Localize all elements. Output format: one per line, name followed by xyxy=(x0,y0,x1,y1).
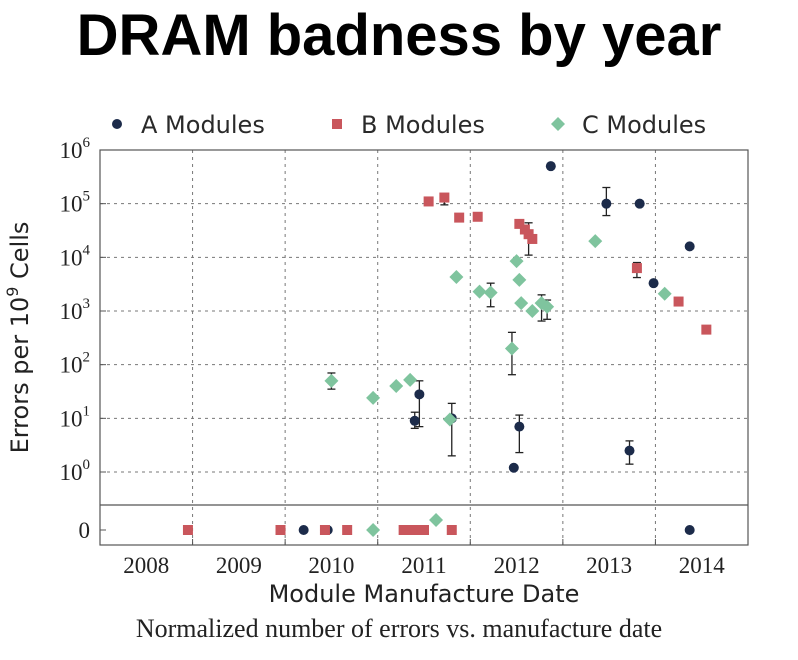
b-module-point xyxy=(409,525,420,535)
a-module-point xyxy=(601,198,612,209)
x-tick-label: 2008 xyxy=(123,553,169,578)
c-module-point xyxy=(483,285,498,300)
b-module-point xyxy=(472,211,483,222)
b-module-point xyxy=(398,525,409,535)
a-module-point xyxy=(648,278,659,289)
legend: A Modules B Modules C Modules xyxy=(112,111,706,139)
c-module-point xyxy=(366,390,381,405)
c-module-point xyxy=(514,296,529,311)
c-module-point xyxy=(588,234,603,249)
x-tick-label: 2009 xyxy=(216,553,262,578)
b-module-point xyxy=(275,525,286,535)
y-tick-label: 105 xyxy=(60,189,91,217)
a-module-point xyxy=(684,525,695,535)
b-module-point xyxy=(701,324,712,335)
a-module-point xyxy=(298,525,309,535)
c-module-point xyxy=(504,341,519,356)
b-module-point xyxy=(423,196,434,207)
b-module-point xyxy=(514,218,525,229)
a-module-point xyxy=(514,421,525,432)
slide-title: DRAM badness by year xyxy=(76,3,722,68)
a-module-point xyxy=(684,241,695,252)
y-axis-label: Errors per 109 Cells xyxy=(3,222,34,454)
x-tick-label: 2011 xyxy=(401,553,446,578)
c-module-point xyxy=(366,523,381,537)
x-tick-label: 2012 xyxy=(494,553,540,578)
b-module-point xyxy=(419,525,429,535)
legend-item: B Modules xyxy=(332,111,485,139)
a-module-point xyxy=(634,198,645,209)
a-module-point xyxy=(414,389,425,400)
b-module-point xyxy=(439,192,450,203)
legend-label: C Modules xyxy=(582,111,706,139)
a-module-point xyxy=(508,462,519,473)
y-tick-label: 106 xyxy=(60,135,91,163)
x-tick-label: 2014 xyxy=(679,553,726,578)
error-rate-chart: A Modules B Modules C Modules 0 100 101 102 10… xyxy=(3,111,749,608)
c-module-point xyxy=(512,272,527,287)
y-tick-label: 101 xyxy=(60,403,91,431)
y-tick-label: 0 xyxy=(79,518,91,543)
legend-label: B Modules xyxy=(361,111,485,139)
c-module-point xyxy=(324,373,339,388)
y-tick-label: 102 xyxy=(60,350,91,378)
y-tick-label: 104 xyxy=(60,242,91,270)
y-tick-label: 103 xyxy=(60,296,91,324)
c-module-point xyxy=(472,284,487,299)
x-axis-ticks: 2008 2009 2010 2011 2012 2013 2014 xyxy=(123,539,749,578)
legend-item: C Modules xyxy=(551,111,706,139)
a-module-point xyxy=(624,445,635,456)
c-module-point xyxy=(449,270,464,285)
legend-marker xyxy=(112,119,122,129)
plot-area-frame xyxy=(99,149,749,546)
c-module-point xyxy=(525,304,540,318)
c-module-point xyxy=(389,379,404,394)
legend-label: A Modules xyxy=(141,111,265,139)
c-module-point xyxy=(403,372,418,387)
data-points xyxy=(182,161,712,537)
c-module-point xyxy=(540,299,555,314)
b-module-point xyxy=(319,525,330,535)
x-axis-label: Module Manufacture Date xyxy=(269,580,580,608)
b-module-point xyxy=(182,525,193,535)
y-tick-label: 100 xyxy=(60,457,91,485)
b-module-point xyxy=(454,212,465,223)
b-module-point xyxy=(527,233,538,244)
c-module-point xyxy=(657,286,672,301)
chart-caption: Normalized number of errors vs. manufact… xyxy=(135,614,663,643)
b-module-point xyxy=(342,525,353,535)
a-module-point xyxy=(409,415,420,426)
x-tick-label: 2013 xyxy=(586,553,632,578)
c-module-point xyxy=(442,412,457,427)
b-module-point xyxy=(631,263,642,274)
y-axis-ticks: 0 100 101 102 103 104 105 106 xyxy=(60,135,106,543)
x-tick-label: 2010 xyxy=(308,553,354,578)
legend-marker xyxy=(551,117,565,131)
b-module-point xyxy=(673,296,684,307)
error-bars xyxy=(327,186,641,465)
legend-item: A Modules xyxy=(112,111,265,139)
c-module-point xyxy=(429,513,444,527)
b-module-point xyxy=(446,525,457,535)
a-module-point xyxy=(545,161,556,172)
c-module-point xyxy=(509,254,524,269)
grid-lines xyxy=(100,150,748,545)
legend-marker xyxy=(332,119,342,129)
